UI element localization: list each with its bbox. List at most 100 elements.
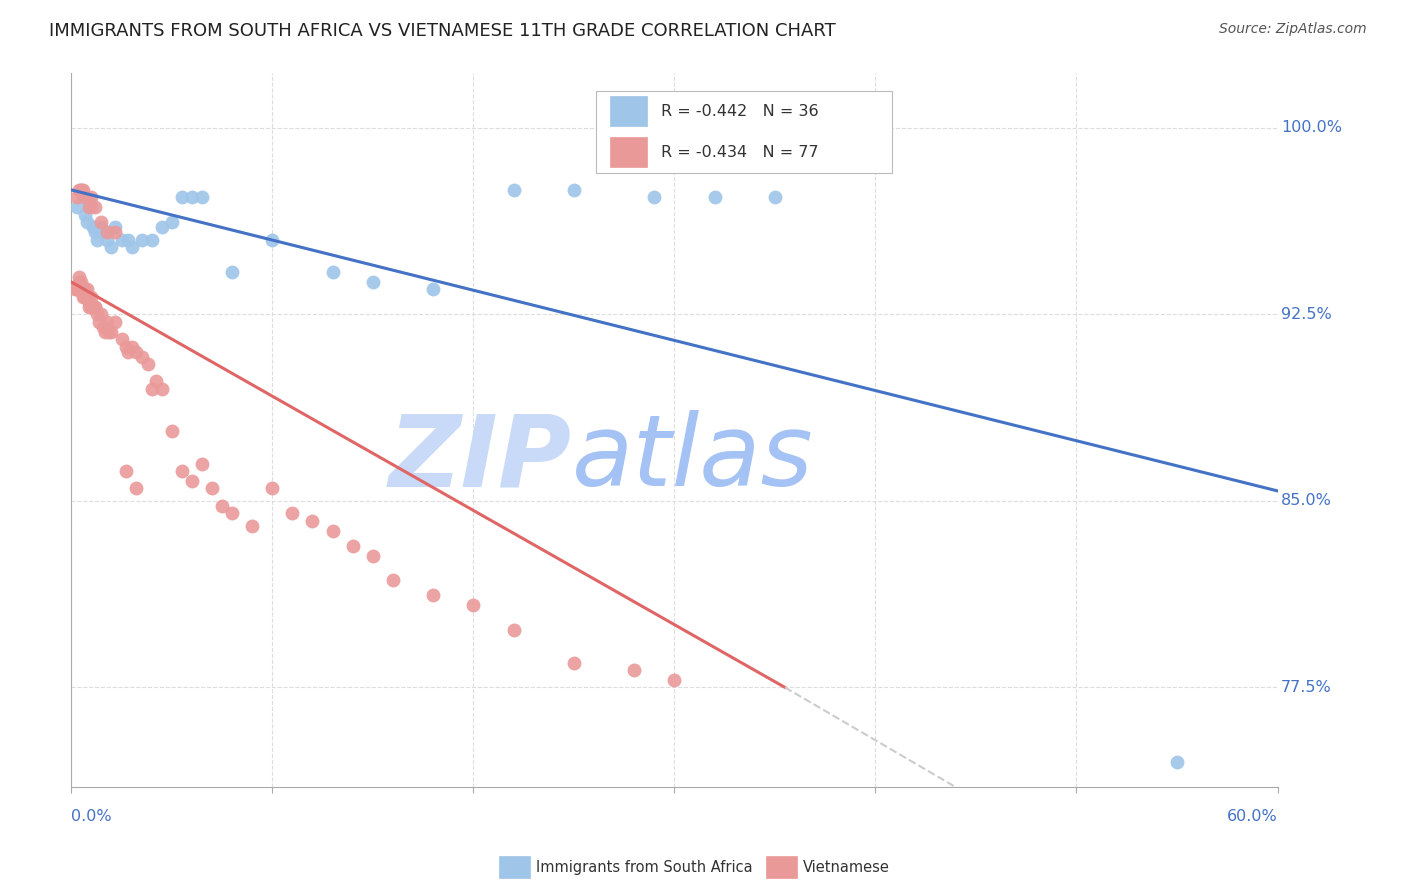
Point: [342, 539, 364, 553]
Point: [70, 183, 93, 197]
Point: [361, 549, 384, 563]
Point: [502, 183, 524, 197]
Text: IMMIGRANTS FROM SOUTH AFRICA VS VIETNAMESE 11TH GRADE CORRELATION CHART: IMMIGRANTS FROM SOUTH AFRICA VS VIETNAME…: [49, 22, 837, 40]
Point: [191, 457, 214, 471]
Text: 60.0%: 60.0%: [1227, 809, 1278, 824]
Point: [84, 225, 107, 239]
Point: [1166, 755, 1188, 769]
Point: [221, 506, 243, 520]
Point: [422, 588, 444, 602]
FancyBboxPatch shape: [596, 91, 891, 173]
Point: [96, 225, 118, 239]
Point: [381, 574, 404, 588]
Point: [86, 233, 108, 247]
Point: [76, 290, 98, 304]
Point: [703, 190, 725, 204]
Point: [72, 282, 94, 296]
Point: [221, 265, 243, 279]
Point: [361, 275, 384, 289]
Text: 100.0%: 100.0%: [1281, 120, 1343, 136]
Point: [70, 183, 93, 197]
Point: [131, 233, 153, 247]
Point: [100, 240, 122, 254]
Point: [79, 294, 101, 309]
Text: 92.5%: 92.5%: [1281, 307, 1331, 322]
Point: [322, 524, 344, 538]
Point: [104, 315, 127, 329]
Point: [124, 344, 146, 359]
Point: [240, 518, 263, 533]
Point: [117, 233, 139, 247]
Point: [502, 624, 524, 638]
Text: ZIP: ZIP: [389, 410, 572, 507]
Point: [70, 282, 93, 296]
Text: atlas: atlas: [572, 410, 814, 507]
Text: 85.0%: 85.0%: [1281, 493, 1331, 508]
Point: [623, 663, 645, 677]
Point: [93, 225, 115, 239]
Point: [67, 270, 90, 285]
Point: [136, 357, 159, 371]
Point: [79, 195, 101, 210]
Point: [66, 282, 89, 296]
Point: [84, 200, 107, 214]
Point: [72, 190, 94, 204]
Point: [66, 190, 89, 204]
Point: [463, 599, 485, 613]
Text: R = -0.442   N = 36: R = -0.442 N = 36: [661, 103, 818, 119]
Point: [80, 290, 103, 304]
Point: [562, 183, 585, 197]
Point: [75, 290, 97, 304]
Point: [141, 233, 163, 247]
Point: [82, 220, 104, 235]
Point: [80, 300, 103, 314]
FancyBboxPatch shape: [610, 137, 647, 168]
Point: [90, 215, 112, 229]
Point: [66, 200, 89, 214]
Point: [110, 233, 132, 247]
Point: [121, 240, 143, 254]
Point: [75, 290, 97, 304]
Point: [94, 325, 117, 339]
Point: [80, 190, 103, 204]
Point: [96, 233, 118, 247]
Point: [124, 482, 146, 496]
Point: [121, 340, 143, 354]
Point: [114, 340, 136, 354]
Point: [160, 215, 183, 229]
Point: [211, 499, 233, 513]
Point: [114, 464, 136, 478]
Point: [76, 215, 98, 229]
Point: [562, 656, 585, 670]
Point: [170, 190, 193, 204]
Point: [90, 307, 112, 321]
Point: [145, 375, 167, 389]
Point: [180, 190, 202, 204]
Point: [79, 300, 101, 314]
Point: [422, 282, 444, 296]
Point: [170, 464, 193, 478]
Point: [150, 220, 173, 235]
Point: [67, 183, 90, 197]
Point: [66, 282, 89, 296]
Point: [281, 506, 304, 520]
Point: [75, 208, 97, 222]
Point: [79, 200, 101, 214]
Text: 77.5%: 77.5%: [1281, 680, 1331, 695]
Point: [84, 300, 107, 314]
Point: [104, 225, 127, 239]
Point: [180, 474, 202, 488]
Point: [70, 282, 93, 296]
Point: [100, 325, 122, 339]
Point: [93, 319, 115, 334]
Point: [110, 332, 132, 346]
Point: [90, 220, 112, 235]
Point: [664, 673, 686, 687]
Point: [80, 200, 103, 214]
Text: 0.0%: 0.0%: [72, 809, 112, 824]
Point: [262, 233, 284, 247]
Text: Source: ZipAtlas.com: Source: ZipAtlas.com: [1219, 22, 1367, 37]
Point: [201, 482, 224, 496]
Point: [104, 220, 127, 235]
Point: [117, 344, 139, 359]
